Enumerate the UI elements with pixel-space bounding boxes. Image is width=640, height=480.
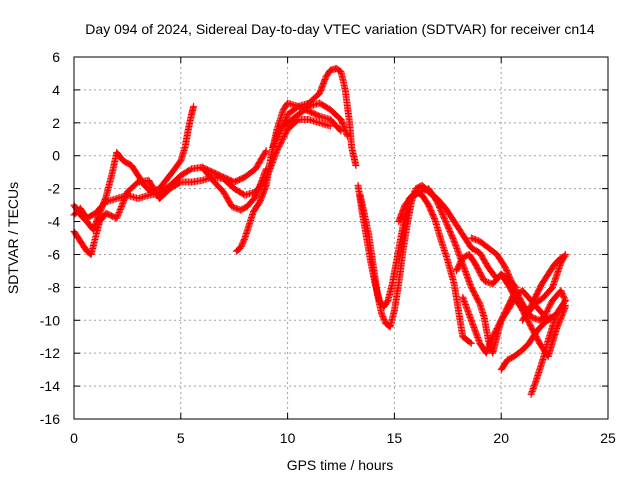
- data-point: [119, 198, 127, 206]
- data-point: [262, 147, 270, 155]
- data-point: [117, 203, 125, 211]
- data-point: [281, 116, 289, 124]
- x-tick-label: 20: [493, 430, 509, 446]
- data-point: [561, 301, 569, 309]
- data-point: [274, 132, 282, 140]
- series-track-5: [232, 65, 360, 255]
- x-tick-label: 15: [387, 430, 403, 446]
- series-track-16: [519, 252, 569, 324]
- data-point: [275, 129, 283, 137]
- y-tick-label: -12: [40, 345, 60, 361]
- data-point: [274, 134, 282, 142]
- data-point: [113, 213, 121, 221]
- y-tick-label: -16: [40, 411, 60, 427]
- data-point: [273, 135, 281, 143]
- y-tick-label: 6: [52, 49, 60, 65]
- data-point: [279, 122, 287, 130]
- x-tick-label: 5: [177, 430, 185, 446]
- data-point: [561, 252, 569, 260]
- data-point: [114, 211, 122, 219]
- series-track-13: [452, 250, 520, 291]
- y-tick-label: -10: [40, 312, 60, 328]
- x-tick-label: 10: [280, 430, 296, 446]
- data-point: [337, 127, 345, 135]
- data-point: [280, 119, 288, 127]
- y-tick-label: -4: [48, 214, 61, 230]
- series-track-3: [70, 116, 334, 258]
- data-point: [512, 283, 520, 291]
- y-axis-title: SDTVAR / TECUs: [5, 182, 21, 294]
- data-point: [343, 132, 351, 140]
- data-point: [466, 338, 474, 346]
- data-point: [511, 282, 519, 290]
- data-point: [272, 150, 280, 158]
- data-point: [122, 192, 130, 200]
- y-axis-tick-labels: -16 -14 -12 -10 -8 -6 -4 -2 0 2 4 6: [40, 49, 60, 427]
- data-point: [121, 194, 129, 202]
- data-point: [279, 121, 287, 129]
- data-point: [326, 122, 334, 130]
- data-points: [70, 65, 569, 398]
- y-tick-label: 0: [52, 148, 60, 164]
- data-point: [275, 131, 283, 139]
- data-point: [336, 126, 344, 134]
- data-point: [115, 208, 123, 216]
- x-axis-title: GPS time / hours: [287, 457, 394, 473]
- data-point: [190, 102, 198, 110]
- y-tick-label: 4: [52, 82, 60, 98]
- data-point: [545, 314, 553, 322]
- y-tick-label: -6: [48, 246, 61, 262]
- y-tick-label: -2: [48, 181, 61, 197]
- data-point: [116, 207, 124, 215]
- data-point: [276, 128, 284, 136]
- data-point: [561, 295, 569, 303]
- y-tick-label: -8: [48, 279, 61, 295]
- data-point: [277, 127, 285, 135]
- data-point: [117, 204, 125, 212]
- data-point: [280, 118, 288, 126]
- data-point: [282, 113, 290, 121]
- data-point: [115, 210, 122, 218]
- series-track-4: [198, 163, 270, 214]
- grid: [74, 57, 608, 419]
- series-track-2: [70, 147, 270, 222]
- axis-ticks: [73, 56, 609, 420]
- y-tick-label: -14: [40, 378, 60, 394]
- data-point: [122, 191, 130, 199]
- x-axis-tick-labels: 0 5 10 15 20 25: [70, 430, 616, 446]
- data-point: [261, 148, 269, 156]
- data-point: [352, 162, 360, 170]
- series-track-15: [527, 301, 569, 398]
- x-tick-label: 25: [600, 430, 616, 446]
- data-point: [120, 197, 128, 205]
- plot-frame: [73, 56, 609, 420]
- series-track-7: [273, 102, 345, 143]
- data-point: [277, 125, 285, 133]
- data-point: [282, 115, 290, 123]
- data-point: [116, 205, 124, 213]
- data-point: [118, 201, 126, 209]
- chart-title: Day 094 of 2024, Sidereal Day-to-day VTE…: [85, 21, 595, 37]
- data-point: [120, 195, 128, 203]
- x-tick-label: 0: [70, 430, 78, 446]
- series-track-14: [497, 313, 554, 374]
- y-tick-label: 2: [52, 115, 60, 131]
- data-point: [467, 339, 475, 347]
- data-point: [278, 124, 286, 132]
- data-point: [119, 200, 127, 208]
- data-point: [113, 214, 121, 222]
